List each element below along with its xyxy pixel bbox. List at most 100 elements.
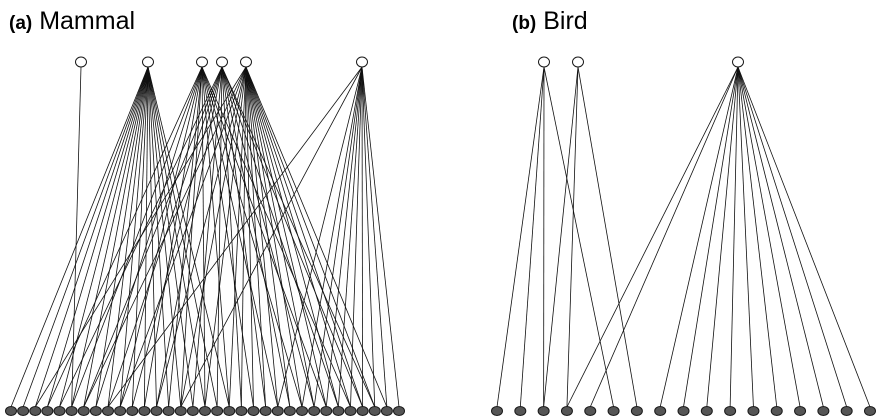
edge [46,66,149,408]
edge [83,66,149,408]
bottom-node [677,406,690,416]
edge [325,66,363,408]
edge [180,66,247,408]
edge [201,66,230,408]
edge [577,66,638,408]
panel-a-label: Mammal [39,7,136,35]
top-node [142,56,154,68]
panel-b-title: (b) Bird [512,6,588,39]
bottom-node [560,406,573,416]
panel-a-top-nodes [75,56,368,68]
bottom-node [5,406,17,416]
edge [706,66,739,408]
edge [83,66,223,408]
bottom-node [356,406,369,416]
edge [201,66,254,408]
edge [131,66,149,408]
edge [156,66,223,408]
edge [313,66,363,408]
edge [737,66,824,408]
edge [301,66,363,408]
edge [47,66,203,408]
top-node [732,56,744,68]
bottom-node [864,406,876,416]
edge [737,66,801,408]
edge [245,66,279,408]
bottom-node [65,406,78,416]
edge [228,66,247,408]
bottom-node [840,406,853,416]
panel-b-network [491,56,876,416]
bottom-node [368,406,381,416]
bottom-node [77,406,90,416]
edge [245,66,303,408]
top-node [572,56,584,68]
edge [245,66,327,408]
panel-a-tag: (a) [9,13,33,34]
edge [34,66,247,408]
edge [71,66,149,408]
edge [543,66,579,408]
edge [131,66,223,408]
edge [201,66,279,408]
edge [59,66,149,408]
panel-b-bottom-nodes [491,406,876,416]
edge [192,66,223,408]
bottom-node [344,406,357,416]
bottom-node [259,406,272,416]
bottom-node [537,406,550,416]
edge [216,66,223,408]
edge [737,66,754,408]
panel-b-top-nodes [538,56,744,68]
edge [201,66,351,408]
bottom-node [320,406,333,416]
bottom-node [126,406,139,416]
bottom-node [794,406,807,416]
panel-a-edges [10,66,400,408]
bottom-node [747,406,760,416]
bottom-node [41,406,54,416]
edge [737,66,778,408]
edge [245,66,376,408]
top-node [75,56,87,68]
bottom-node [584,406,597,416]
top-node [538,56,550,68]
edge [107,66,149,408]
bottom-node [102,406,114,416]
panel-b-tag: (b) [512,13,537,34]
edge [245,66,364,408]
edge [519,66,545,408]
edge [729,66,739,408]
edge [83,66,247,408]
edge [337,66,363,408]
bottom-node [296,406,308,416]
top-node [216,56,228,68]
edge [589,66,739,408]
edge [147,66,170,408]
edge [147,66,182,408]
edge [156,66,247,408]
edge [95,66,203,408]
top-node [356,56,368,68]
edge [180,66,203,408]
edge [147,66,157,408]
edge [245,66,351,408]
edge [95,66,149,408]
edge [245,66,315,408]
edge [10,66,149,408]
bottom-node [114,406,127,416]
bottom-node [380,406,393,416]
bottom-node [211,406,224,416]
edge [245,66,254,408]
edge [143,66,203,408]
bottom-node [247,406,260,416]
edge [245,66,267,408]
edge [119,66,203,408]
edge [361,66,376,408]
edge [361,66,388,408]
bottom-node [607,406,620,416]
bottom-node [174,406,187,416]
edge [204,66,247,408]
edge [496,66,545,408]
